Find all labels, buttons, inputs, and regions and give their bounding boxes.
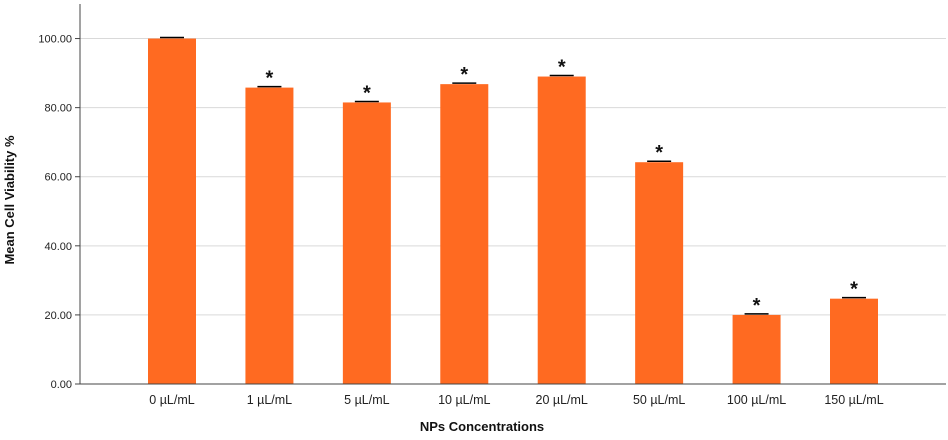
x-tick-label: 1 µL/mL	[247, 393, 292, 407]
significance-asterisk: *	[558, 57, 566, 79]
y-tick-label: 20.00	[44, 310, 72, 322]
x-tick-label: 5 µL/mL	[344, 393, 389, 407]
y-tick-label: 80.00	[44, 103, 72, 115]
significance-asterisk: *	[850, 279, 858, 301]
bars	[148, 36, 878, 385]
significance-asterisk: *	[655, 142, 663, 164]
x-axis-title: NPs Concentrations	[420, 419, 544, 434]
axes	[75, 4, 946, 385]
bar	[342, 102, 391, 385]
y-tick-label: 60.00	[44, 172, 72, 184]
y-tick-label: 0.00	[51, 379, 72, 391]
bar	[635, 162, 684, 384]
significance-asterisk: *	[753, 295, 761, 317]
bar	[537, 76, 586, 384]
gridlines	[80, 38, 946, 316]
bar	[732, 314, 781, 384]
labels: 0.00 20.00 40.00 60.00 80.00 100.00 0 µL/mL * 1 …	[38, 34, 883, 407]
y-axis-title: Mean Cell Viability %	[2, 135, 17, 265]
y-tick-label: 40.00	[44, 241, 72, 253]
bar	[830, 298, 878, 384]
bar	[245, 87, 294, 384]
y-tick-label: 100.00	[38, 34, 72, 46]
bar	[440, 84, 489, 385]
significance-asterisk: *	[363, 82, 371, 104]
x-tick-label: 0 µL/mL	[149, 393, 194, 407]
significance-asterisk: *	[266, 68, 274, 90]
x-tick-label: 20 µL/mL	[536, 393, 588, 407]
bar	[148, 38, 196, 384]
x-tick-label: 150 µL/mL	[824, 393, 883, 407]
x-tick-label: 50 µL/mL	[633, 393, 685, 407]
x-tick-label: 10 µL/mL	[438, 393, 490, 407]
x-tick-label: 100 µL/mL	[727, 393, 786, 407]
significance-asterisk: *	[460, 64, 468, 86]
